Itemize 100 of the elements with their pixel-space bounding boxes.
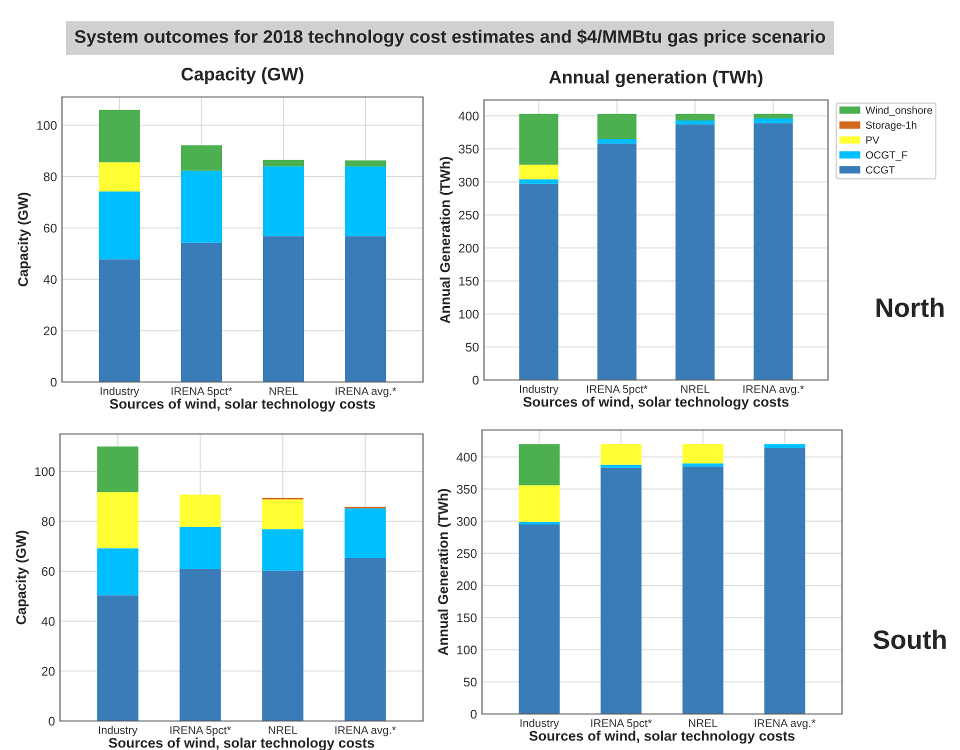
x-tick-label: NREL (681, 385, 710, 393)
bar (262, 529, 304, 571)
bar (180, 526, 221, 570)
y-tick-label: 150 (457, 613, 477, 622)
bar (754, 123, 793, 380)
y-tick-label: 250 (456, 549, 477, 558)
y-tick-label: 20 (44, 326, 57, 336)
bar (97, 548, 138, 596)
legend-label: CCGT (866, 166, 895, 174)
y-tick-label: 250 (458, 210, 479, 220)
y-tick-label: 0 (472, 376, 479, 385)
y-tick-label: 60 (44, 224, 57, 233)
bar (676, 114, 715, 120)
bar (345, 166, 386, 236)
y-tick-label: 100 (37, 121, 57, 130)
y-tick-label: 200 (458, 244, 479, 253)
y-tick-label: 300 (458, 178, 479, 187)
y-tick-label: 150 (459, 276, 479, 286)
y-tick-label: 100 (459, 310, 479, 319)
bar (754, 114, 793, 118)
bar (600, 468, 642, 714)
bar (600, 464, 642, 468)
legend-label: OCGT_F (866, 151, 908, 161)
legend-label: PV (866, 136, 880, 144)
bar (345, 160, 386, 166)
bar (180, 494, 221, 527)
bar (600, 444, 642, 465)
x-tick-label: IRENA 5pct* (170, 726, 231, 736)
bar (180, 145, 222, 171)
x-tick-label: Industry (99, 726, 138, 736)
y-tick-label: 20 (42, 666, 55, 676)
y-tick-label: 100 (457, 646, 477, 654)
bar (597, 114, 636, 139)
x-tick-label: IRENA 5pct* (591, 719, 652, 730)
bar (682, 444, 724, 464)
bar (754, 118, 793, 124)
x-tick-label: IRENA 5pct* (172, 387, 232, 398)
chart-title: Annual generation (TWh) (549, 70, 762, 88)
bar (345, 236, 386, 382)
bar (597, 144, 636, 380)
y-tick-label: 40 (42, 616, 55, 626)
bar (98, 110, 140, 162)
bar (519, 184, 558, 380)
bar (263, 160, 304, 166)
bar (97, 595, 138, 721)
y-tick-label: 60 (42, 567, 55, 576)
text: South (873, 630, 946, 650)
x-tick-label: IRENA avg.* (335, 726, 396, 736)
bar (97, 446, 138, 492)
y-axis-title: Annual Generation (TWh) (440, 156, 453, 324)
y-tick-label: 0 (48, 716, 55, 726)
text: North (876, 298, 944, 318)
bar (519, 179, 558, 184)
text: System outcomes for 2018 technology cost estimates and $4/MMBtu gas price scenario (74, 29, 826, 47)
bar (344, 558, 386, 721)
bar (263, 166, 304, 236)
x-axis-title: Sources of wind, solar technology costs (110, 398, 376, 412)
bar (682, 463, 724, 467)
y-tick-label: 400 (458, 112, 479, 120)
x-tick-label: IRENA avg.* (754, 719, 816, 730)
y-tick-label: 350 (456, 484, 477, 494)
x-tick-label: Industry (100, 386, 140, 398)
bar (518, 522, 560, 524)
bar (180, 569, 221, 721)
y-tick-label: 100 (35, 467, 55, 476)
y-tick-label: 0 (50, 378, 57, 387)
bar (97, 492, 138, 548)
bar (682, 466, 724, 714)
bar (597, 138, 636, 144)
bar (262, 499, 304, 530)
bar (764, 444, 806, 448)
bar (676, 120, 715, 124)
bar (98, 259, 140, 382)
y-tick-label: 200 (456, 581, 477, 590)
x-axis-title: Sources of wind, solar technology costs (529, 730, 795, 744)
bar (519, 114, 558, 165)
bar (344, 508, 386, 558)
bar (262, 570, 304, 721)
y-axis-title: Annual Generation (TWh) (438, 488, 451, 656)
y-tick-label: 0 (470, 710, 477, 719)
chart-title: Capacity (GW) (182, 67, 304, 84)
bar (676, 124, 715, 380)
y-tick-label: 80 (42, 517, 55, 526)
bar (518, 524, 560, 714)
y-tick-label: 50 (464, 678, 477, 687)
legend-label: Storage-1h (866, 121, 916, 131)
y-tick-label: 40 (44, 275, 57, 284)
bar (180, 242, 222, 382)
x-tick-label: IRENA avg.* (743, 385, 804, 396)
bar (764, 448, 806, 714)
y-tick-label: 300 (456, 517, 477, 526)
bar (518, 444, 560, 486)
bar (98, 191, 140, 260)
y-tick-label: 350 (458, 144, 479, 154)
x-tick-label: IRENA 5pct* (587, 385, 648, 396)
x-tick-label: NREL (689, 719, 718, 727)
x-axis-title: Sources of wind, solar technology costs (523, 396, 789, 410)
legend-label: Wind_onshore (865, 106, 932, 116)
bar (263, 236, 304, 382)
y-tick-label: 80 (44, 172, 57, 182)
